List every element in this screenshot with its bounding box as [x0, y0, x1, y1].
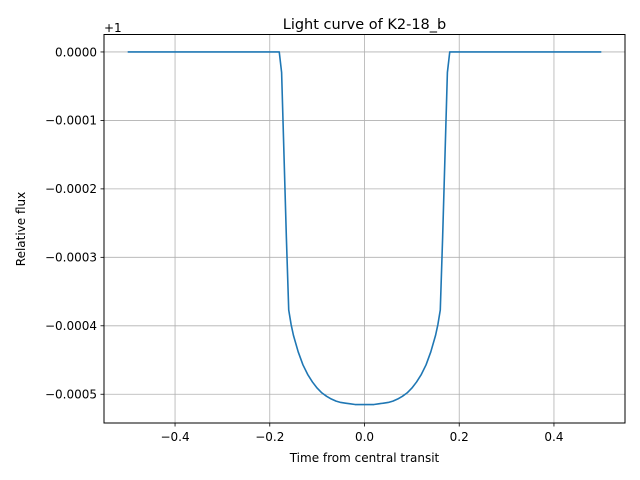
- y-tick-label: −0.0003: [45, 251, 97, 265]
- y-offset-label: +1: [104, 21, 122, 35]
- x-axis: −0.4 −0.2 0.0 0.2 0.4: [160, 423, 564, 444]
- x-tick-label: 0.2: [450, 430, 469, 444]
- x-tick-label: 0.0: [355, 430, 374, 444]
- y-tick-label: −0.0004: [45, 319, 97, 333]
- y-tick-label: −0.0005: [45, 388, 97, 402]
- y-axis-title: Relative flux: [14, 192, 28, 266]
- y-tick-label: −0.0001: [45, 114, 97, 128]
- x-tick-label: −0.2: [255, 430, 284, 444]
- y-tick-label: −0.0002: [45, 182, 97, 196]
- x-axis-title: Time from central transit: [289, 451, 440, 465]
- chart-title: Light curve of K2-18_b: [283, 17, 447, 33]
- y-tick-label: 0.0000: [55, 45, 97, 59]
- x-tick-label: 0.4: [544, 430, 563, 444]
- x-tick-label: −0.4: [160, 430, 189, 444]
- series-line: [127, 51, 602, 406]
- series-layer: [127, 51, 602, 406]
- y-axis: 0.0000 −0.0001 −0.0002 −0.0003 −0.0004 −0.000…: [45, 45, 104, 402]
